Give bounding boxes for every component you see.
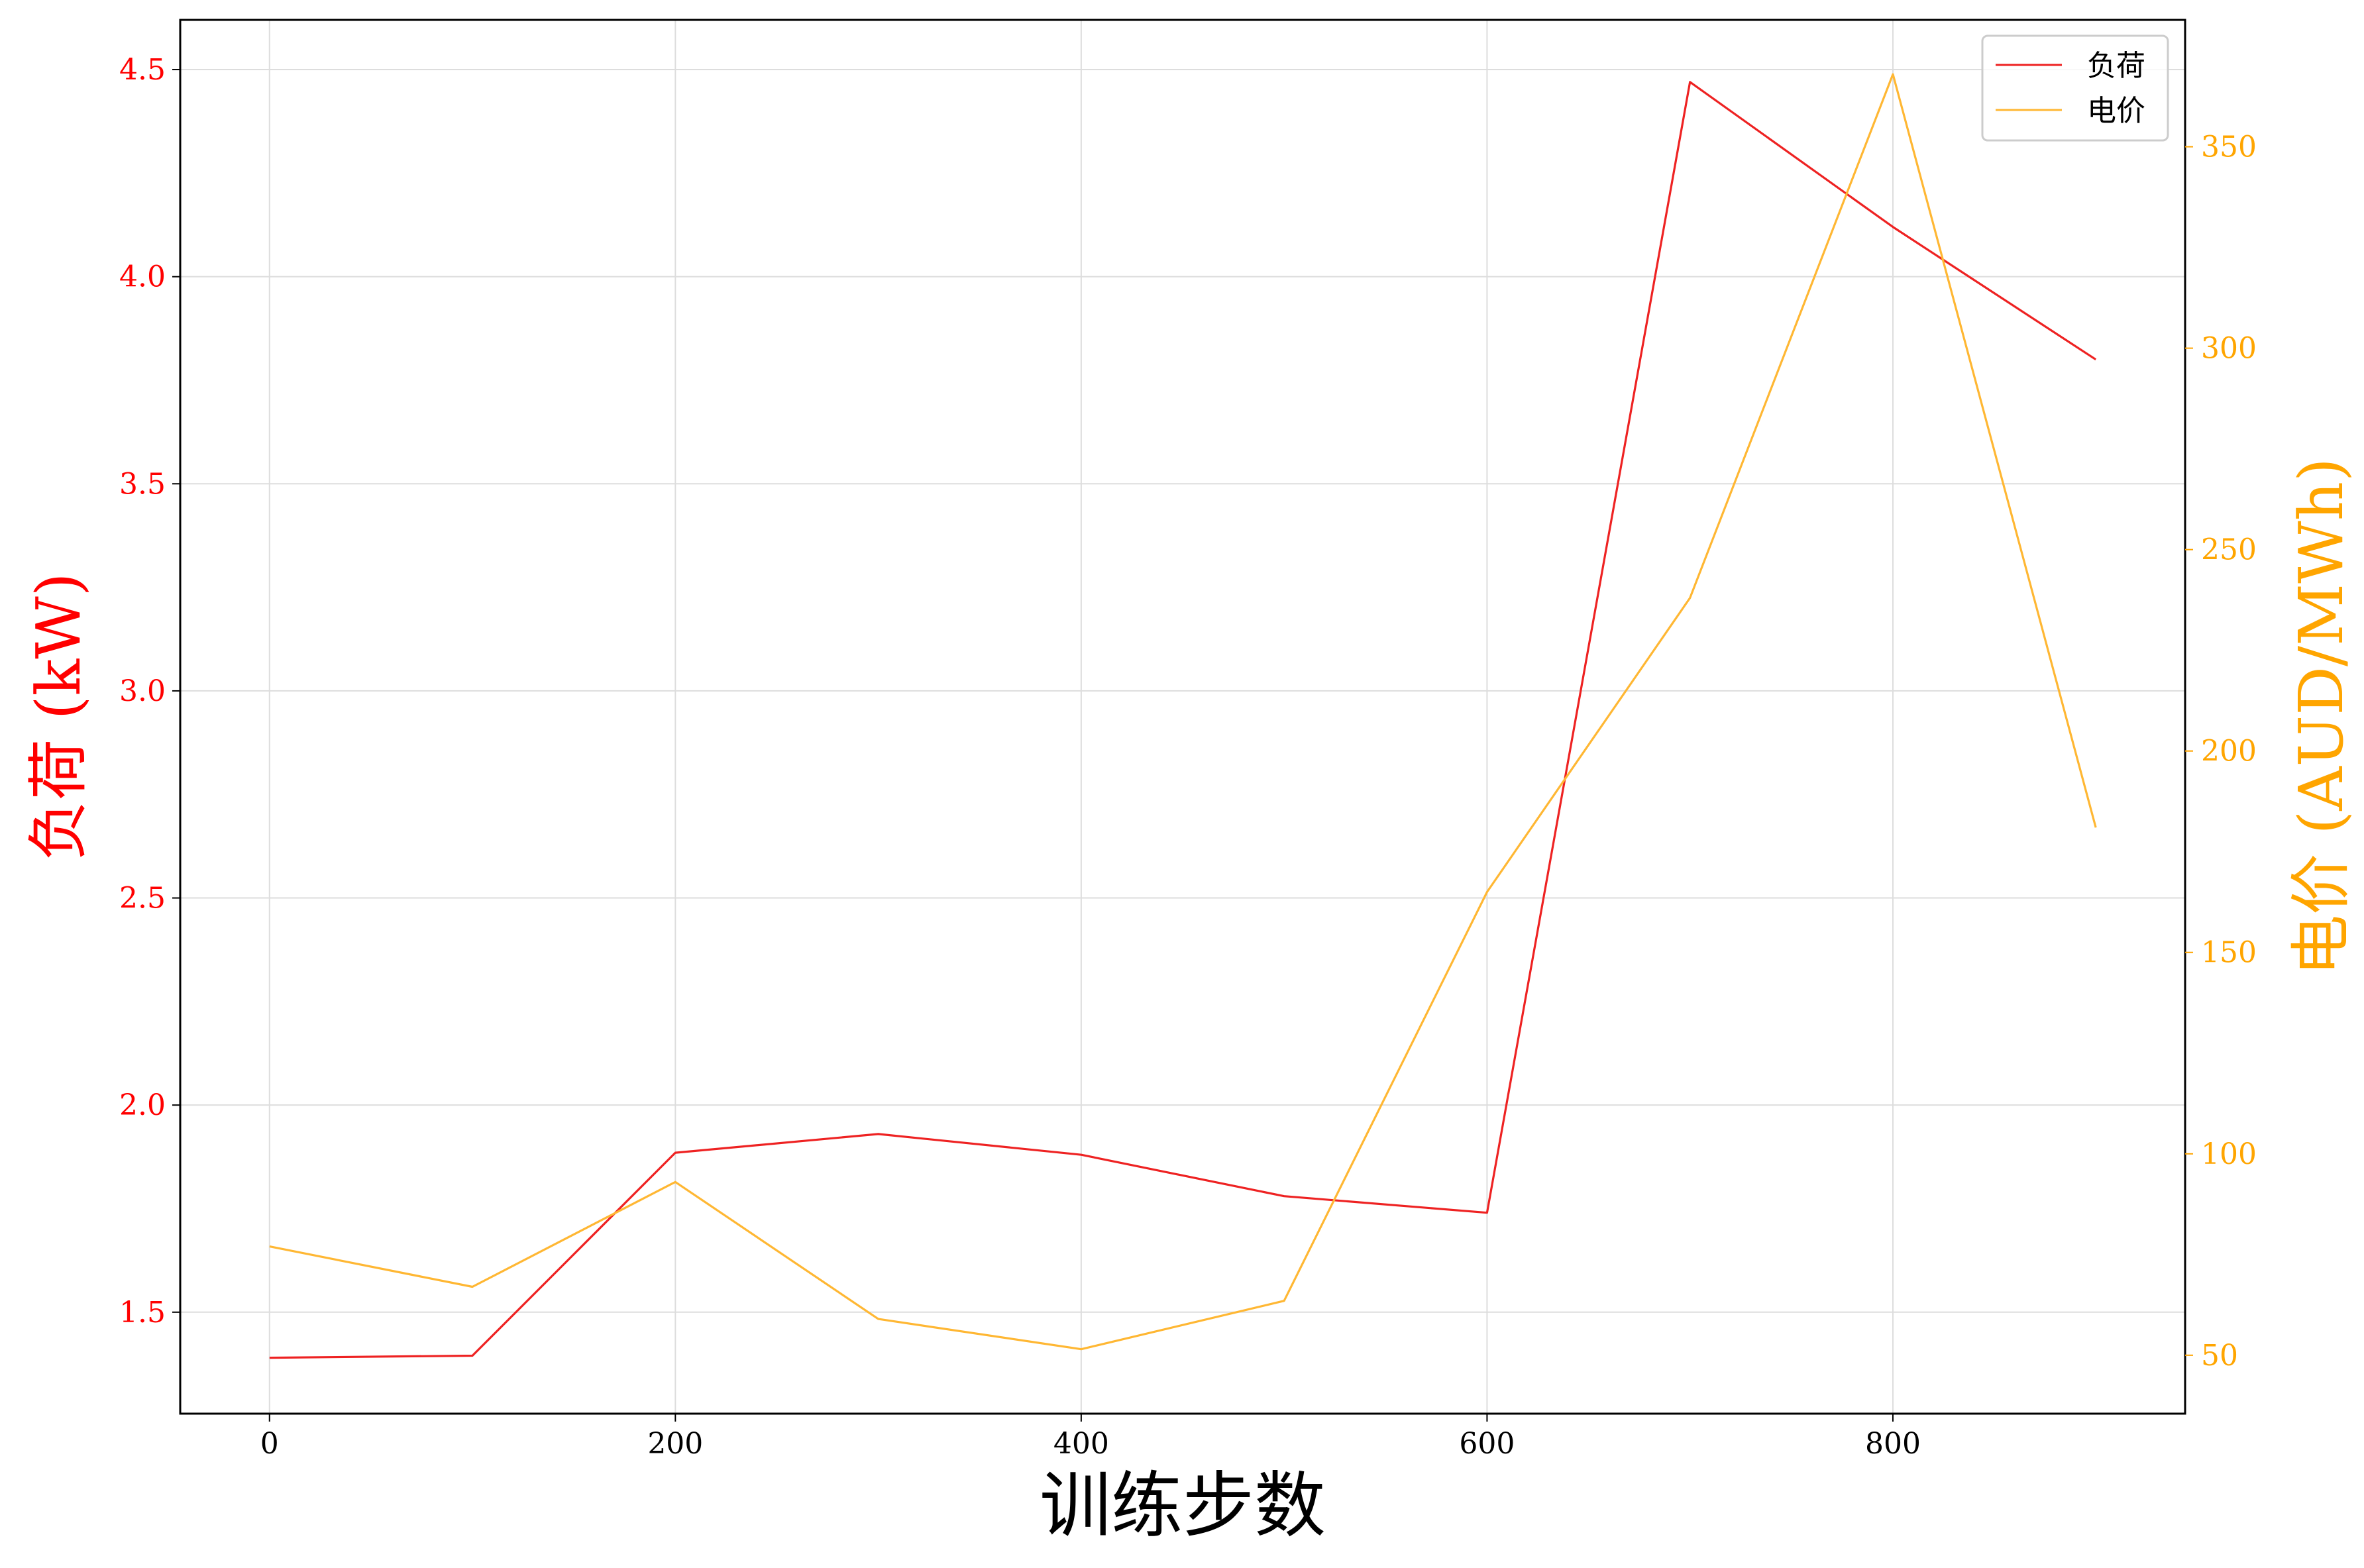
y-right-tick-label: 100 xyxy=(2201,1137,2257,1171)
legend-label-load: 负荷 xyxy=(2087,49,2145,83)
y-axis-right: 50 100 150 200 250 300 350 xyxy=(2185,131,2257,1373)
series-line-price xyxy=(269,73,2097,1351)
y-right-tick-label: 300 xyxy=(2201,332,2257,366)
legend-label-price: 电价 xyxy=(2087,94,2145,128)
x-axis-title: 训练步数 xyxy=(1040,1465,1326,1547)
y-left-tick-label: 2.0 xyxy=(119,1088,166,1122)
x-axis: 0 200 400 600 800 xyxy=(260,1414,1921,1461)
plot-frame xyxy=(179,19,2186,1415)
y-right-tick-label: 150 xyxy=(2201,936,2257,970)
series-line-load xyxy=(269,81,2097,1359)
legend: 负荷 电价 xyxy=(1981,34,2169,142)
x-tick-label: 400 xyxy=(1053,1427,1109,1461)
y-right-tick-label: 350 xyxy=(2201,131,2257,164)
y-left-tick-label: 3.5 xyxy=(119,467,166,501)
x-tick-label: 0 xyxy=(260,1427,279,1461)
y-left-tick-label: 4.0 xyxy=(119,260,166,294)
y-left-tick-label: 1.5 xyxy=(119,1296,166,1330)
y-right-tick-label: 250 xyxy=(2201,533,2257,567)
y-right-tick-label: 200 xyxy=(2201,735,2257,768)
legend-box xyxy=(1981,34,2169,142)
series-layer xyxy=(269,73,2097,1359)
y-axis-left: 1.5 2.0 2.5 3.0 3.5 4.0 4.5 xyxy=(119,53,180,1330)
x-tick-label: 800 xyxy=(1865,1427,1921,1461)
y-left-tick-label: 2.5 xyxy=(119,882,166,915)
y-left-axis-title: 负荷 (kW) xyxy=(23,572,94,861)
x-tick-label: 200 xyxy=(647,1427,703,1461)
y-right-axis-title: 电价 (AUD/MWh) xyxy=(2286,458,2357,976)
y-left-tick-label: 3.0 xyxy=(119,674,166,708)
x-tick-label: 600 xyxy=(1459,1427,1515,1461)
y-left-tick-label: 4.5 xyxy=(119,53,166,87)
y-right-tick-label: 50 xyxy=(2201,1339,2238,1373)
grid-lines xyxy=(180,20,2185,1414)
